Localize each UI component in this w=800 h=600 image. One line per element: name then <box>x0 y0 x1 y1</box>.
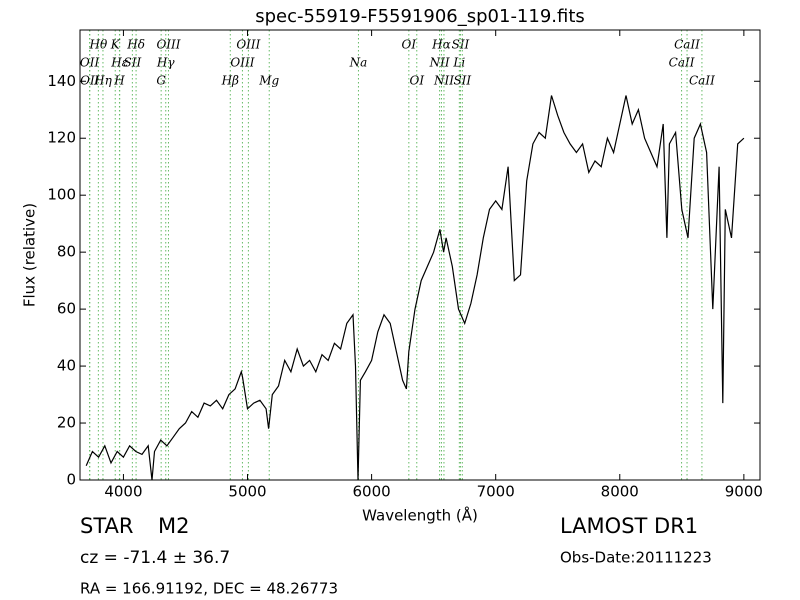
spectral-line-label: CaII <box>674 38 700 52</box>
spectral-line-label: Hη <box>93 74 112 88</box>
spectral-line-label: OII <box>80 74 100 88</box>
spectral-line-label: Li <box>452 56 465 70</box>
y-tick-label: 60 <box>57 300 76 318</box>
chart-title: spec-55919-F5591906_sp01-119.fits <box>255 6 585 27</box>
y-tick-label: 80 <box>57 243 76 261</box>
spectral-line-label: G <box>156 74 166 88</box>
spectral-line-label: SII <box>124 56 142 70</box>
x-tick-label: 8000 <box>601 483 639 501</box>
y-tick-label: 20 <box>57 414 76 432</box>
spectral-line-label: NII <box>433 74 454 88</box>
survey: LAMOST DR1 <box>560 514 698 538</box>
spectral-line-label: Mg <box>258 74 279 88</box>
spectral-line-label: OIII <box>156 38 180 52</box>
spectral-line-label: SII <box>452 38 470 52</box>
x-tick-label: 5000 <box>228 483 266 501</box>
coordinates: RA = 166.91192, DEC = 48.26773 <box>80 580 338 598</box>
spectral-line-label: Na <box>349 56 368 70</box>
spectrum-line <box>85 95 745 481</box>
spectral-line-label: Hε <box>110 56 128 70</box>
spectral-line-label: OIII <box>236 38 260 52</box>
y-tick-label: 140 <box>47 72 76 90</box>
x-tick-label: 4000 <box>104 483 142 501</box>
spectral-line-label: OI <box>409 74 424 88</box>
spectral-line-label: Hδ <box>126 38 145 52</box>
redshift: cz = -71.4 ± 36.7 <box>80 548 230 568</box>
y-axis-label: Flux (relative) <box>21 203 39 307</box>
spectral-line-label: OI <box>402 38 417 52</box>
y-tick-label: 120 <box>47 129 76 147</box>
spectral-line-label: SII <box>453 74 471 88</box>
y-tick-label: 100 <box>47 186 76 204</box>
subclass: M2 <box>158 514 189 538</box>
spectral-line-label: Hθ <box>89 38 108 52</box>
y-tick-label: 0 <box>66 471 76 489</box>
obs-date: Obs-Date:20111223 <box>560 549 712 567</box>
spectral-line-label: CaII <box>669 56 695 70</box>
plot-frame <box>79 29 761 481</box>
spectral-line-label: K <box>110 38 121 52</box>
x-tick-label: 7000 <box>477 483 515 501</box>
spectral-line-label: OIII <box>230 56 254 70</box>
spectral-line-label: Hβ <box>221 74 239 88</box>
spectral-line-label: Hγ <box>156 56 175 70</box>
x-axis-label: Wavelength (Å) <box>362 506 478 525</box>
object-class: STAR <box>80 514 133 538</box>
spectral-line-label: H <box>113 74 125 88</box>
spectral-line-label: CaII <box>689 74 715 88</box>
spectral-line-label: Hα <box>431 38 451 52</box>
x-tick-label: 9000 <box>725 483 763 501</box>
x-tick-label: 6000 <box>353 483 391 501</box>
spectral-line-label: NII <box>429 56 450 70</box>
y-tick-label: 40 <box>57 357 76 375</box>
